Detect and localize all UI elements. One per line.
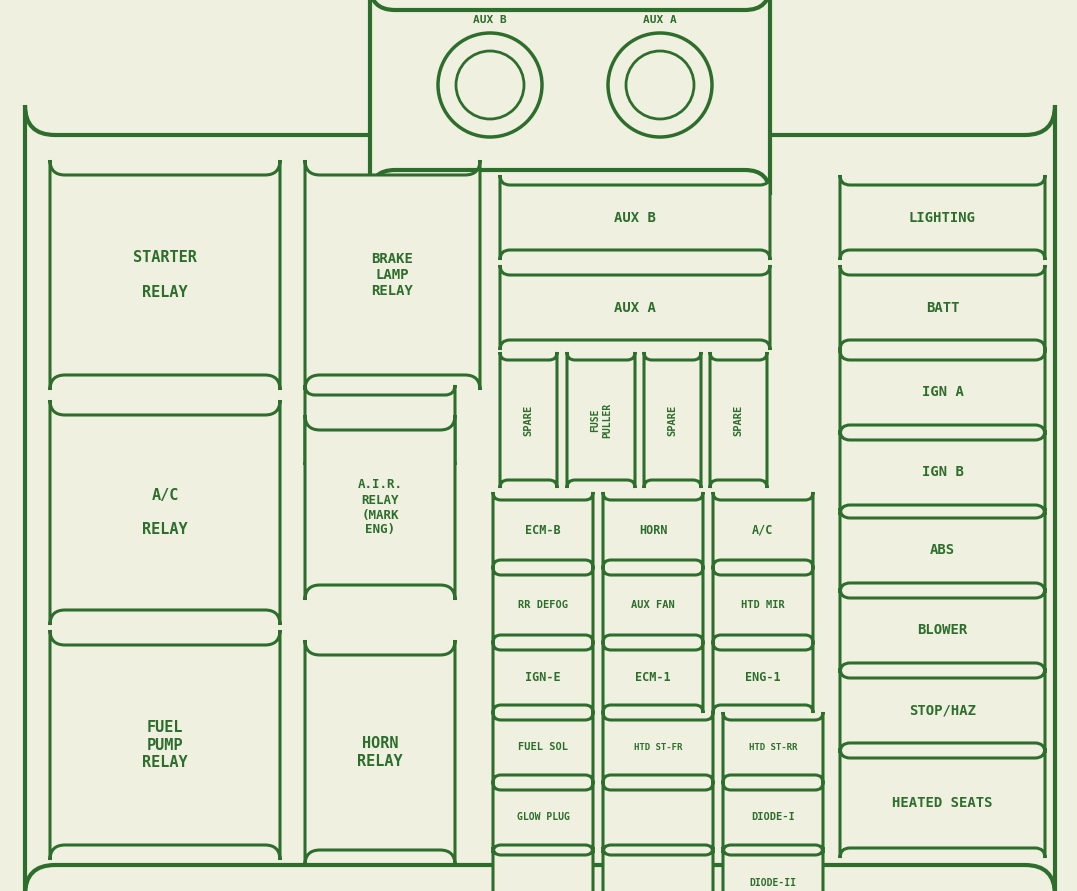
- FancyBboxPatch shape: [603, 712, 713, 783]
- Text: IGN-E: IGN-E: [526, 671, 561, 684]
- FancyBboxPatch shape: [603, 782, 713, 853]
- FancyBboxPatch shape: [493, 567, 593, 643]
- Text: BRAKE
LAMP
RELAY: BRAKE LAMP RELAY: [372, 252, 414, 298]
- Text: STARTER

RELAY: STARTER RELAY: [134, 250, 197, 300]
- FancyBboxPatch shape: [603, 567, 703, 643]
- Text: AUX A: AUX A: [614, 300, 656, 315]
- FancyBboxPatch shape: [493, 847, 593, 891]
- Text: SPARE: SPARE: [733, 405, 743, 436]
- Text: FUEL
PUMP
RELAY: FUEL PUMP RELAY: [142, 720, 187, 770]
- FancyBboxPatch shape: [713, 492, 813, 568]
- FancyBboxPatch shape: [500, 265, 770, 350]
- Text: SPARE: SPARE: [523, 405, 533, 436]
- FancyBboxPatch shape: [713, 567, 813, 643]
- FancyBboxPatch shape: [25, 105, 1055, 891]
- FancyBboxPatch shape: [500, 352, 557, 488]
- Text: IGN A: IGN A: [922, 386, 964, 399]
- Text: A/C

RELAY: A/C RELAY: [142, 487, 187, 537]
- FancyBboxPatch shape: [50, 630, 280, 860]
- Text: HTD ST-RR: HTD ST-RR: [749, 743, 797, 752]
- Text: STOP/HAZ: STOP/HAZ: [909, 704, 976, 717]
- FancyBboxPatch shape: [840, 430, 1045, 515]
- FancyBboxPatch shape: [493, 782, 593, 853]
- FancyBboxPatch shape: [723, 782, 823, 853]
- Text: AUX A: AUX A: [643, 15, 676, 25]
- Text: HEATED SEATS: HEATED SEATS: [892, 796, 993, 810]
- Text: ECM-B: ECM-B: [526, 524, 561, 536]
- Text: RR DEFOG: RR DEFOG: [518, 600, 568, 610]
- FancyBboxPatch shape: [840, 508, 1045, 593]
- FancyBboxPatch shape: [840, 748, 1045, 858]
- Circle shape: [456, 51, 524, 119]
- FancyBboxPatch shape: [723, 712, 823, 783]
- FancyBboxPatch shape: [305, 160, 480, 390]
- Text: ABS: ABS: [929, 544, 955, 558]
- FancyBboxPatch shape: [493, 492, 593, 568]
- Text: SPARE: SPARE: [668, 405, 677, 436]
- FancyBboxPatch shape: [50, 400, 280, 625]
- Circle shape: [438, 33, 542, 137]
- FancyBboxPatch shape: [713, 642, 813, 713]
- Text: AUX B: AUX B: [614, 210, 656, 225]
- FancyBboxPatch shape: [710, 352, 767, 488]
- Text: FUSE
PULLER: FUSE PULLER: [590, 403, 612, 437]
- FancyBboxPatch shape: [493, 642, 593, 713]
- FancyBboxPatch shape: [305, 385, 454, 465]
- Text: A/C: A/C: [753, 524, 773, 536]
- FancyBboxPatch shape: [840, 588, 1045, 673]
- FancyBboxPatch shape: [840, 350, 1045, 435]
- Text: ECM-1: ECM-1: [635, 671, 671, 684]
- Text: IGN B: IGN B: [922, 465, 964, 479]
- Text: HORN
RELAY: HORN RELAY: [358, 736, 403, 769]
- Text: HORN: HORN: [639, 524, 668, 536]
- Text: HTD MIR: HTD MIR: [741, 600, 785, 610]
- FancyBboxPatch shape: [305, 415, 454, 600]
- FancyBboxPatch shape: [370, 0, 770, 195]
- Text: AUX FAN: AUX FAN: [631, 600, 675, 610]
- Text: DIODE-II: DIODE-II: [750, 878, 797, 887]
- Text: BATT: BATT: [926, 300, 960, 315]
- FancyBboxPatch shape: [603, 492, 703, 568]
- FancyBboxPatch shape: [603, 642, 703, 713]
- Circle shape: [609, 33, 712, 137]
- FancyBboxPatch shape: [840, 175, 1045, 260]
- Text: DIODE-I: DIODE-I: [751, 813, 795, 822]
- Text: LIGHTING: LIGHTING: [909, 210, 976, 225]
- Text: BLOWER: BLOWER: [918, 624, 967, 637]
- FancyBboxPatch shape: [723, 847, 823, 891]
- FancyBboxPatch shape: [840, 668, 1045, 753]
- Circle shape: [626, 51, 694, 119]
- FancyBboxPatch shape: [840, 265, 1045, 350]
- FancyBboxPatch shape: [305, 640, 454, 865]
- Text: HTD ST-FR: HTD ST-FR: [633, 743, 682, 752]
- Text: ENG-1: ENG-1: [745, 671, 781, 684]
- FancyBboxPatch shape: [567, 352, 635, 488]
- Text: GLOW PLUG: GLOW PLUG: [517, 813, 570, 822]
- FancyBboxPatch shape: [500, 175, 770, 260]
- FancyBboxPatch shape: [50, 160, 280, 390]
- Text: FUEL SOL: FUEL SOL: [518, 742, 568, 753]
- Text: AUX B: AUX B: [473, 15, 507, 25]
- FancyBboxPatch shape: [493, 712, 593, 783]
- Text: A.I.R.
RELAY
(MARK
ENG): A.I.R. RELAY (MARK ENG): [358, 478, 403, 536]
- FancyBboxPatch shape: [603, 847, 713, 891]
- FancyBboxPatch shape: [644, 352, 701, 488]
